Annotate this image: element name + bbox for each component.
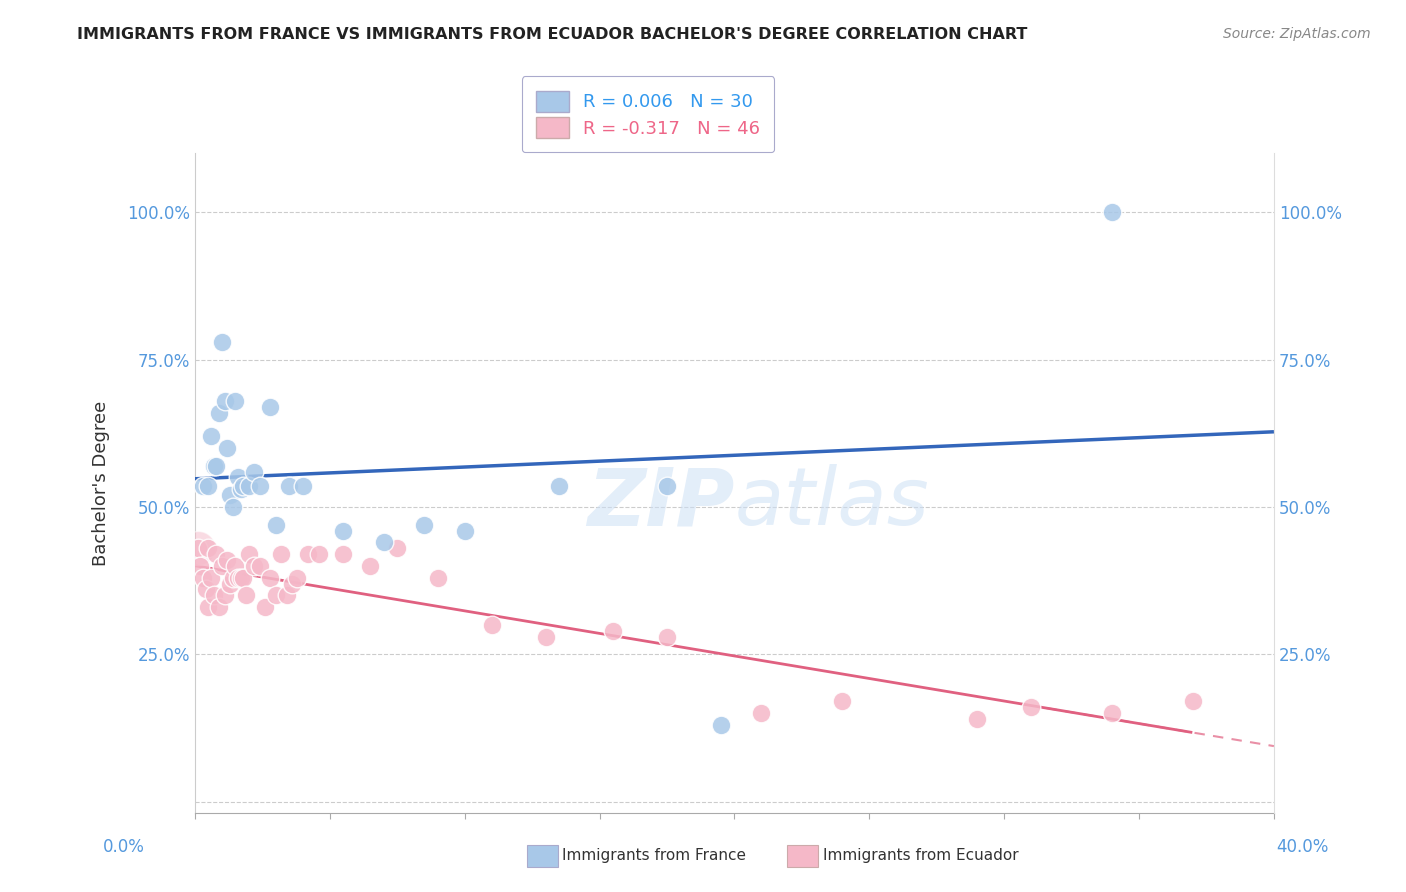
Point <box>229 571 252 585</box>
Point <box>214 588 236 602</box>
Point <box>200 571 222 585</box>
Point <box>243 558 266 573</box>
Text: 0.0%: 0.0% <box>103 838 145 856</box>
Point <box>413 517 436 532</box>
Point <box>238 479 260 493</box>
Point <box>238 547 260 561</box>
Point <box>208 406 231 420</box>
Point <box>249 479 271 493</box>
Point <box>966 712 988 726</box>
Point <box>232 571 254 585</box>
Point <box>229 482 252 496</box>
Point <box>226 470 249 484</box>
Point <box>224 393 246 408</box>
Point <box>194 582 217 597</box>
Point <box>191 479 214 493</box>
Point <box>211 334 233 349</box>
Point <box>481 617 503 632</box>
Point <box>281 576 304 591</box>
Point <box>548 479 571 493</box>
Point <box>205 458 228 473</box>
Point <box>1019 700 1042 714</box>
Point <box>205 547 228 561</box>
Point <box>373 535 395 549</box>
Point <box>332 547 354 561</box>
Point <box>235 588 257 602</box>
Point <box>232 479 254 493</box>
Point <box>534 630 557 644</box>
Point <box>710 718 733 732</box>
Point <box>259 400 281 414</box>
Point <box>197 479 219 493</box>
Point <box>287 571 309 585</box>
Point <box>264 517 287 532</box>
Text: ZIP: ZIP <box>588 464 734 542</box>
Legend: R = 0.006   N = 30, R = -0.317   N = 46: R = 0.006 N = 30, R = -0.317 N = 46 <box>522 77 775 153</box>
Point <box>1101 205 1123 219</box>
Point <box>297 547 319 561</box>
Text: Immigrants from Ecuador: Immigrants from Ecuador <box>823 848 1018 863</box>
Point <box>276 588 298 602</box>
Point <box>359 558 381 573</box>
Point <box>308 547 330 561</box>
Point <box>208 600 231 615</box>
Point <box>202 458 225 473</box>
Point <box>291 479 314 493</box>
Text: Immigrants from France: Immigrants from France <box>562 848 747 863</box>
Point <box>219 488 242 502</box>
Point <box>188 558 211 573</box>
Point <box>191 571 214 585</box>
Point <box>202 588 225 602</box>
Point <box>278 479 301 493</box>
Point <box>200 429 222 443</box>
Point <box>453 524 475 538</box>
Point <box>243 465 266 479</box>
Point <box>270 547 292 561</box>
Point <box>253 600 276 615</box>
Y-axis label: Bachelor's Degree: Bachelor's Degree <box>93 401 110 566</box>
Point <box>187 541 209 556</box>
Point <box>426 571 449 585</box>
Point <box>221 571 243 585</box>
Point <box>249 558 271 573</box>
Text: atlas: atlas <box>734 464 929 542</box>
Point <box>221 500 243 514</box>
Text: Source: ZipAtlas.com: Source: ZipAtlas.com <box>1223 27 1371 41</box>
Point <box>197 541 219 556</box>
Point <box>332 524 354 538</box>
Point <box>655 479 678 493</box>
Point <box>655 630 678 644</box>
Text: 40.0%: 40.0% <box>1277 838 1329 856</box>
Text: IMMIGRANTS FROM FRANCE VS IMMIGRANTS FROM ECUADOR BACHELOR'S DEGREE CORRELATION : IMMIGRANTS FROM FRANCE VS IMMIGRANTS FRO… <box>77 27 1028 42</box>
Point <box>217 441 239 455</box>
Point <box>602 624 624 638</box>
Point <box>224 558 246 573</box>
Point <box>197 600 219 615</box>
Point <box>211 558 233 573</box>
Point <box>219 576 242 591</box>
Point <box>831 694 853 708</box>
Point <box>1182 694 1205 708</box>
Point <box>214 393 236 408</box>
Point <box>385 541 408 556</box>
Point <box>264 588 287 602</box>
Point <box>217 553 239 567</box>
Point <box>226 571 249 585</box>
Point <box>259 571 281 585</box>
Point <box>1101 706 1123 721</box>
Point <box>187 541 209 556</box>
Point <box>751 706 773 721</box>
